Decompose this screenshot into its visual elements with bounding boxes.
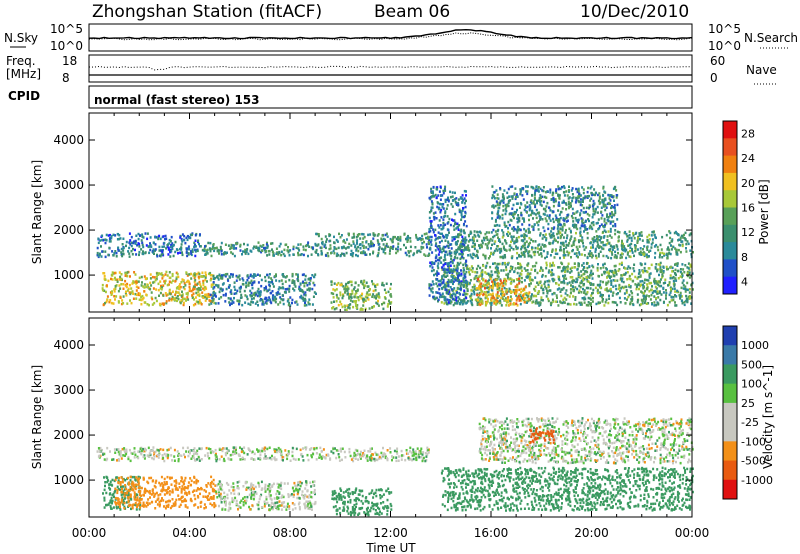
velocity-ylabel: Slant Range [km] [30, 365, 44, 469]
x-axis-label: Time UT [365, 541, 416, 554]
freq-label-line2: [MHz] [6, 67, 41, 81]
y-tick-label: 2000 [53, 428, 84, 442]
power-ylabel: Slant Range [km] [30, 160, 44, 264]
colorbar-tick-label: -1000 [741, 474, 773, 487]
nave-tick-high: 60 [710, 54, 725, 68]
power-scatter [96, 185, 694, 311]
x-tick-label: 00:00 [72, 526, 107, 540]
freq-panel: Freq. [MHz] 18 8 60 0 Nave [6, 54, 778, 85]
noise-tick-low-left: 10^0 [50, 39, 83, 53]
cpid-panel: CPID normal (fast stereo) 153 [8, 85, 693, 109]
x-axis-ticks: 00:00 04:00 08:00 12:00 16:00 20:00 00:00 [72, 526, 710, 540]
x-tick-label: 08:00 [273, 526, 308, 540]
colorbar-tick-label: 25 [741, 397, 755, 410]
nave-label: Nave [746, 63, 777, 77]
beam-label: Beam 06 [374, 2, 450, 22]
noise-right-label: N.Search [744, 31, 798, 45]
freq-tick-high: 18 [62, 54, 77, 68]
figure-title: Zhongshan Station (fitACF) [92, 2, 322, 22]
noise-sky-trace [88, 28, 693, 40]
noise-left-label: N.Sky [4, 31, 38, 45]
noise-tick-high-left: 10^5 [50, 22, 83, 36]
colorbar-tick-label: 8 [741, 251, 748, 264]
colorbar-tick-label: -25 [741, 416, 759, 429]
power-colorbar: 28 24 20 16 12 8 4 [722, 120, 755, 295]
y-tick-label: 1000 [53, 268, 84, 282]
x-tick-label: 04:00 [172, 526, 207, 540]
y-tick-label: 3000 [53, 178, 84, 192]
velocity-panel: 1000 2000 3000 4000 Slant Range [km] 1000 50… [30, 317, 775, 554]
colorbar-tick-label: 12 [741, 226, 755, 239]
colorbar-tick-label: -500 [741, 455, 766, 468]
y-tick-label: 1000 [53, 473, 84, 487]
date-label: 10/Dec/2010 [580, 2, 689, 22]
colorbar-tick-label: 4 [741, 276, 748, 289]
cpid-mode-text: normal (fast stereo) 153 [94, 93, 260, 107]
velocity-scatter [96, 417, 694, 517]
colorbar-tick-label: -100 [741, 435, 766, 448]
colorbar-tick-label: 500 [741, 358, 762, 371]
power-panel: 1000 2000 3000 4000 Slant Range [km] 28 24 20… [30, 112, 771, 313]
noise-panel: N.Sky 10^5 10^0 10^5 10^0 N.Search [4, 22, 798, 53]
colorbar-tick-label: 16 [741, 202, 755, 215]
x-tick-label: 00:00 [675, 526, 710, 540]
colorbar-tick-label: 1000 [741, 339, 769, 352]
freq-tick-low: 8 [62, 71, 70, 85]
noise-tick-low-right: 10^0 [708, 39, 741, 53]
x-tick-label: 16:00 [474, 526, 509, 540]
colorbar-tick-label: 100 [741, 378, 762, 391]
x-tick-label: 20:00 [574, 526, 609, 540]
freq-label-line1: Freq. [6, 54, 36, 68]
colorbar-tick-label: 28 [741, 127, 755, 140]
x-tick-label: 12:00 [373, 526, 408, 540]
y-tick-label: 3000 [53, 383, 84, 397]
y-tick-label: 4000 [53, 133, 84, 147]
power-colorbar-label: Power [dB] [757, 179, 771, 244]
velocity-colorbar: 1000 500 100 25 -25 -100 -500 -1000 [722, 325, 773, 500]
nave-trace [88, 65, 692, 71]
colorbar-tick-label: 24 [741, 152, 755, 165]
y-tick-label: 2000 [53, 223, 84, 237]
y-tick-label: 4000 [53, 338, 84, 352]
velocity-colorbar-label: Velocity [m s^-1] [761, 365, 775, 469]
noise-tick-high-right: 10^5 [708, 22, 741, 36]
cpid-label: CPID [8, 89, 40, 103]
colorbar-tick-label: 20 [741, 177, 755, 190]
nave-tick-low: 0 [710, 71, 718, 85]
